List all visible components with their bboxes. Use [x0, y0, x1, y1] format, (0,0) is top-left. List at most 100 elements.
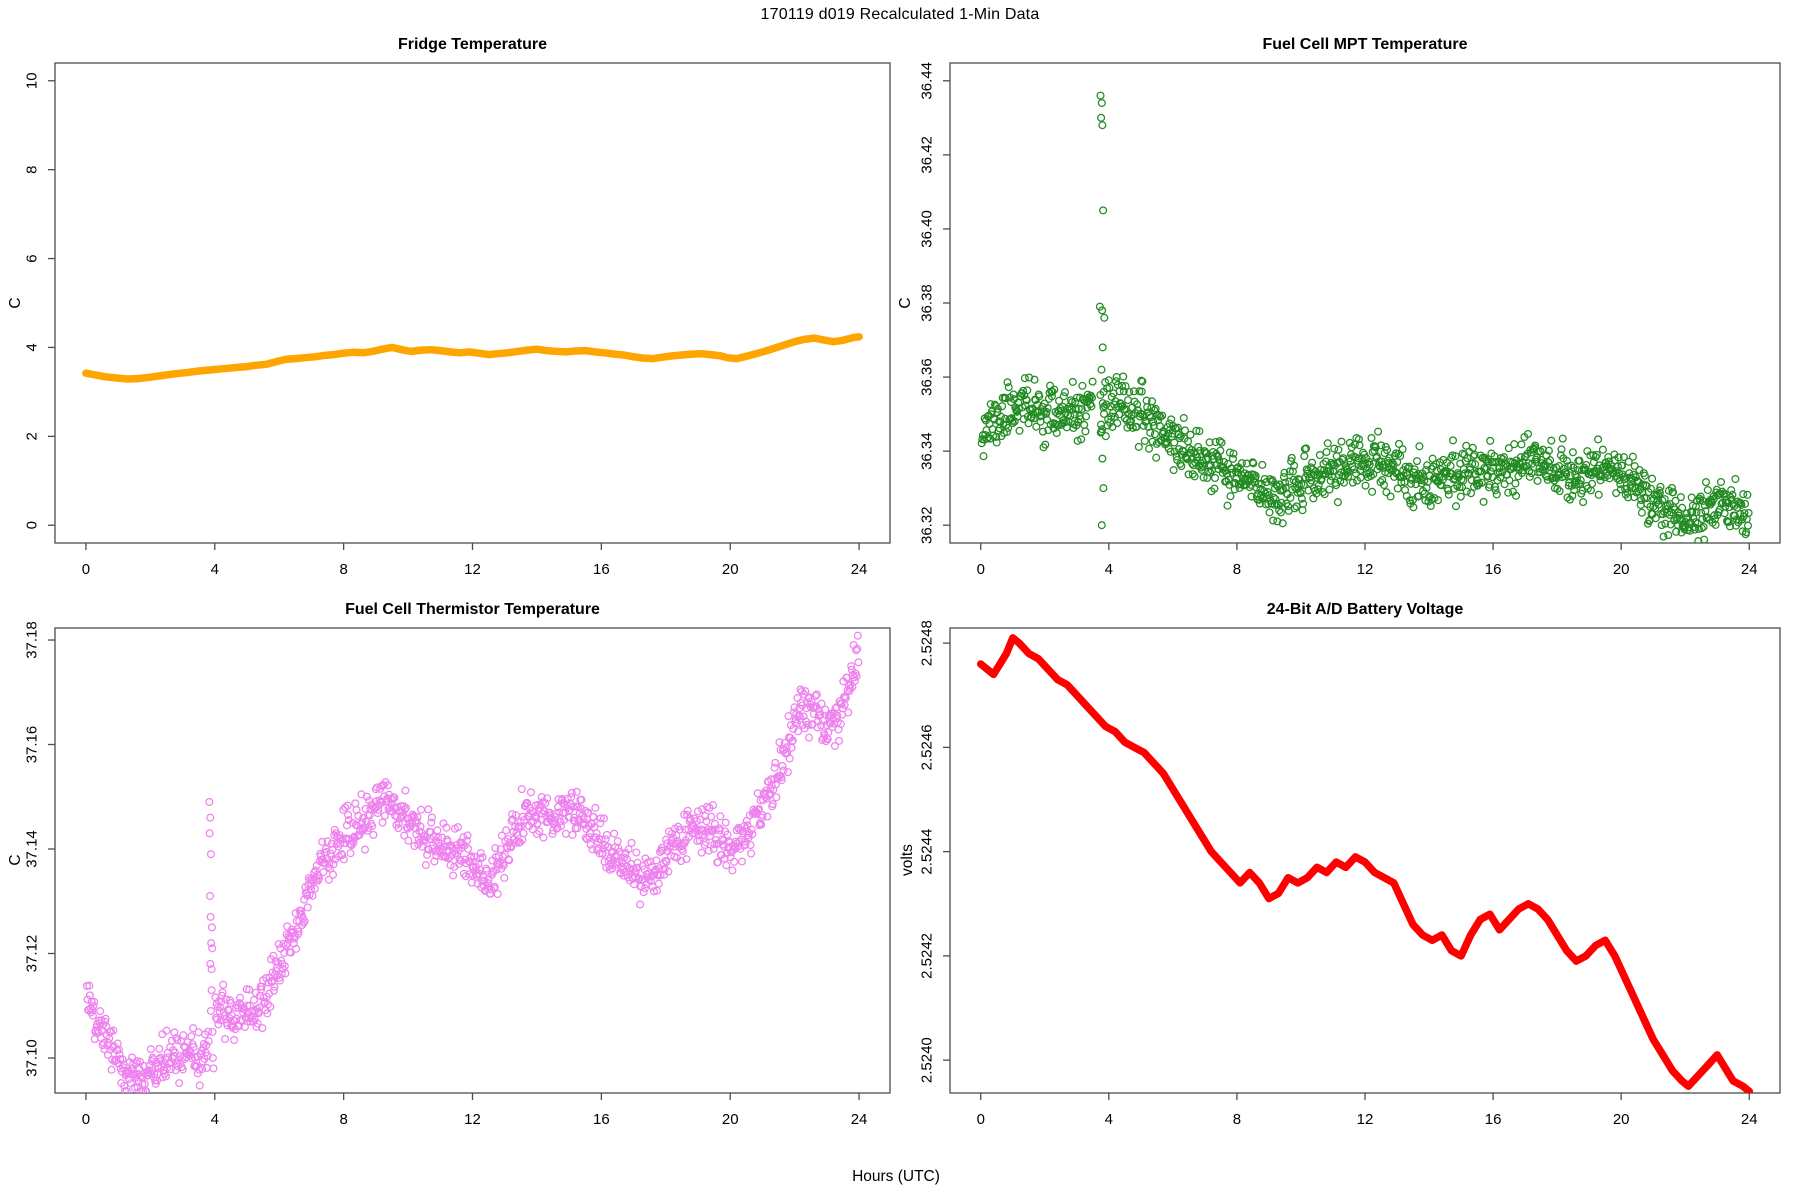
data-point [996, 412, 1005, 421]
data-point [394, 819, 403, 828]
data-point [449, 871, 458, 880]
outlier-point [207, 986, 216, 995]
data-point [1532, 457, 1541, 466]
x-tick-label: 16 [593, 561, 610, 578]
data-point [1258, 460, 1267, 469]
data-point [1378, 475, 1387, 485]
data-point [567, 788, 576, 797]
data-point [737, 857, 747, 866]
data-point [1641, 481, 1650, 490]
data-point [1326, 467, 1335, 476]
data-point [1491, 486, 1500, 495]
data-point [1081, 427, 1090, 436]
data-point [401, 803, 411, 812]
data-point [555, 808, 564, 817]
data-point [537, 792, 546, 802]
data-point [1525, 472, 1534, 481]
data-point [1299, 499, 1308, 508]
data-point [354, 811, 363, 820]
data-point [1140, 436, 1149, 446]
data-point [1143, 403, 1152, 412]
data-point [1139, 421, 1148, 430]
data-point [376, 797, 385, 806]
outlier-point [1096, 91, 1105, 100]
data-point [1337, 437, 1346, 446]
data-point [167, 1036, 176, 1045]
data-point [1278, 519, 1287, 528]
data-point [1562, 470, 1571, 479]
data-point [1215, 437, 1224, 446]
data-point [1394, 439, 1404, 448]
data-point [730, 857, 739, 866]
data-point [841, 694, 850, 703]
data-point [1194, 442, 1203, 451]
data-point [1344, 472, 1353, 481]
data-point [214, 1020, 223, 1029]
y-axis-label-mpt: C [897, 297, 914, 309]
x-tick-label: 0 [82, 561, 90, 578]
data-point [1022, 396, 1031, 405]
outlier-point [208, 1027, 217, 1036]
data-point [1737, 500, 1746, 509]
data-point [1225, 448, 1234, 457]
data-point [1689, 514, 1698, 523]
data-point [1606, 460, 1615, 469]
data-point [992, 438, 1001, 447]
data-point [812, 690, 821, 699]
data-point [543, 794, 552, 803]
data-point [1451, 502, 1461, 511]
data-point [219, 980, 228, 989]
data-point [1509, 463, 1518, 472]
data-point [1700, 535, 1709, 543]
data-point [360, 845, 370, 854]
data-point [1002, 427, 1011, 437]
data-point [535, 827, 544, 836]
data-point [707, 812, 716, 821]
data-point [1186, 448, 1196, 457]
y-tick-label: 36.36 [919, 358, 936, 396]
data-point [1203, 454, 1212, 463]
data-line [976, 634, 1754, 1093]
data-point [1692, 508, 1701, 517]
data-point [1694, 537, 1703, 543]
data-point [1651, 514, 1660, 523]
data-point [1696, 492, 1705, 501]
data-point [1285, 467, 1294, 476]
data-point [1205, 438, 1214, 447]
data-point [1315, 450, 1324, 460]
data-point [1272, 480, 1281, 489]
data-point [1050, 385, 1059, 394]
data-point [1183, 455, 1192, 464]
data-point [1576, 476, 1585, 485]
data-point [561, 829, 570, 838]
x-tick-label: 20 [722, 1111, 739, 1128]
data-point [581, 833, 590, 842]
y-axis-label-volts: volts [899, 844, 916, 876]
data-point [1192, 426, 1201, 435]
data-point [1468, 459, 1477, 468]
data-point [126, 1070, 135, 1079]
data-point [1391, 467, 1400, 477]
data-point [1517, 440, 1526, 449]
data-point [474, 859, 483, 868]
data-point [1030, 375, 1039, 384]
x-tick-label: 24 [1741, 1111, 1758, 1128]
data-point [1137, 387, 1146, 396]
data-point [1640, 471, 1649, 480]
data-point [319, 868, 328, 877]
data-point [835, 736, 844, 745]
x-tick-label: 4 [211, 561, 219, 578]
data-point [993, 404, 1002, 413]
outlier-point [206, 813, 215, 822]
data-point [614, 844, 623, 853]
data-point [1228, 468, 1237, 477]
data-point [556, 821, 566, 831]
data-point [283, 939, 292, 948]
data-point [1504, 444, 1513, 453]
data-point [433, 826, 442, 835]
data-point [1306, 463, 1315, 472]
data-point [1624, 493, 1633, 502]
data-point [1710, 514, 1720, 524]
data-point [1298, 506, 1307, 515]
data-point [517, 822, 526, 831]
